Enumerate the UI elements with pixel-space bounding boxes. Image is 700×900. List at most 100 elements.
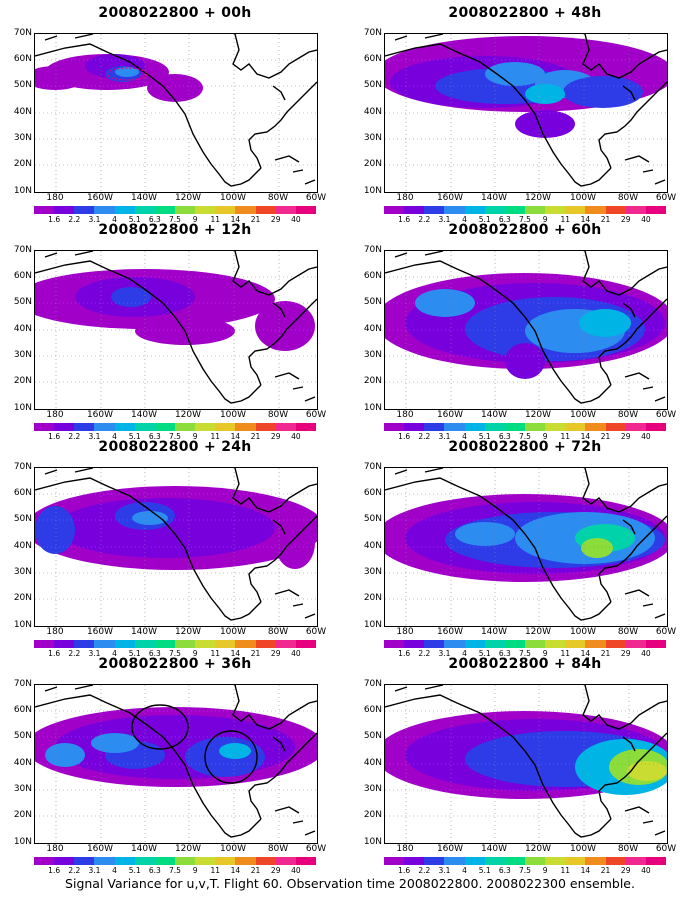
colorbar-label: 7.5 [519,649,531,658]
colorbar-label: 2.2 [418,866,431,875]
panel-title: 2008022800 + 12h [98,222,252,238]
colorbar-swatch [295,206,316,214]
colorbar-label: 40 [641,432,651,441]
colorbar-label: 21 [600,432,611,441]
latitude-label: 10N [363,186,382,196]
longitude-label: 100W [569,844,597,854]
latitude-label: 60N [363,271,382,281]
longitude-label: 60W [305,193,327,203]
colorbar-swatch [215,857,236,865]
colorbar-swatch [114,206,135,214]
colorbar-swatch [174,857,196,865]
latitude-label: 70N [13,28,32,38]
colorbar-swatch [565,857,586,865]
colorbar-swatch [215,206,236,214]
colorbar-label: 29 [620,215,631,224]
map-frame [34,467,318,627]
colorbar-swatch [174,423,196,431]
colorbar-swatch [464,640,485,648]
latitude-label: 20N [13,810,32,820]
latitude-label: 30N [363,350,382,360]
colorbar-swatch [54,640,75,648]
latitude-label: 40N [363,758,382,768]
colorbar-swatch [404,423,425,431]
variance-shading [627,761,667,781]
colorbar-swatch [134,857,155,865]
colorbar-label: 4 [462,215,467,224]
colorbar-swatch [114,640,135,648]
colorbar-swatch [545,423,566,431]
variance-shading [255,301,315,351]
longitude-label: 180 [396,627,414,637]
colorbar-label: 3.1 [438,649,451,658]
colorbar-label: 14 [580,866,591,875]
map-panel-p36: 2008022800 + 36h 70N 60N 50N 40N 30N 20N 10N 180… [0,656,350,875]
colorbar-swatch [504,206,525,214]
longitude-label: 120W [524,844,552,854]
colorbar-swatch [424,640,445,648]
colorbar-label: 9 [542,649,548,658]
latitude-label: 50N [363,514,382,524]
colorbar-swatch [404,640,425,648]
colorbar-label: 5.1 [478,866,491,875]
colorbar-label: 6.3 [498,866,511,875]
longitude-label: 160W [436,844,464,854]
colorbar-swatch [275,640,296,648]
panel-title: 2008022800 + 48h [448,5,602,21]
colorbar-swatch [464,857,485,865]
colorbar-swatch [524,857,546,865]
colorbar-label: 7.5 [519,215,531,224]
colorbar-label: 21 [600,866,611,875]
latitude-label: 60N [13,54,32,64]
colorbar-label: 4 [462,866,467,875]
longitude-label: 160W [436,193,464,203]
colorbar-label: 9 [192,432,198,441]
latitude-label: 40N [13,107,32,117]
colorbar-label: 21 [250,432,261,441]
map-panel-p48: 2008022800 + 48h 70N 60N 50N 40N 30N 20N 10N 180… [350,5,700,224]
colorbar-swatch [444,423,465,431]
colorbar-label: 2.2 [418,432,431,441]
colorbar-label: 7.5 [169,215,181,224]
colorbar-label: 11 [210,215,221,224]
longitude-label: 140W [130,627,158,637]
colorbar-label: 9 [542,432,548,441]
colorbar-swatch [195,640,216,648]
longitude-label: 80W [267,844,289,854]
colorbar-swatch [384,857,405,865]
latitude-label: 30N [13,784,32,794]
longitude-label: 180 [46,193,64,203]
latitude-label: 30N [363,133,382,143]
colorbar-swatch [275,423,296,431]
longitude-label: 100W [219,410,247,420]
colorbar-swatch [424,423,445,431]
panel-title: 2008022800 + 24h [98,439,252,455]
colorbar-swatch [524,423,546,431]
colorbar-swatch [504,640,525,648]
colorbar-swatch [295,423,316,431]
colorbar-label: 6.3 [498,215,511,224]
colorbar-swatch [195,423,216,431]
colorbar-label: 6.3 [148,432,161,441]
colorbar-swatch [174,640,196,648]
colorbar [34,423,316,431]
colorbar-label: 6.3 [498,649,511,658]
latitude-label: 60N [363,488,382,498]
colorbar-swatch [174,206,196,214]
colorbar-swatch [215,423,236,431]
longitude-label: 120W [174,410,202,420]
colorbar-label: 9 [192,649,198,658]
longitude-label: 100W [219,844,247,854]
longitude-label: 160W [86,844,114,854]
colorbar-label: 3.1 [438,432,451,441]
colorbar-label: 6.3 [148,649,161,658]
longitude-label: 180 [46,844,64,854]
colorbar-swatch [585,857,606,865]
colorbar [384,857,666,865]
colorbar-label: 11 [560,649,571,658]
colorbar-label: 1.6 [398,432,411,441]
colorbar-swatch [255,206,276,214]
colorbar-swatch [605,423,626,431]
variance-shading [505,343,545,379]
colorbar-label: 1.6 [48,432,61,441]
